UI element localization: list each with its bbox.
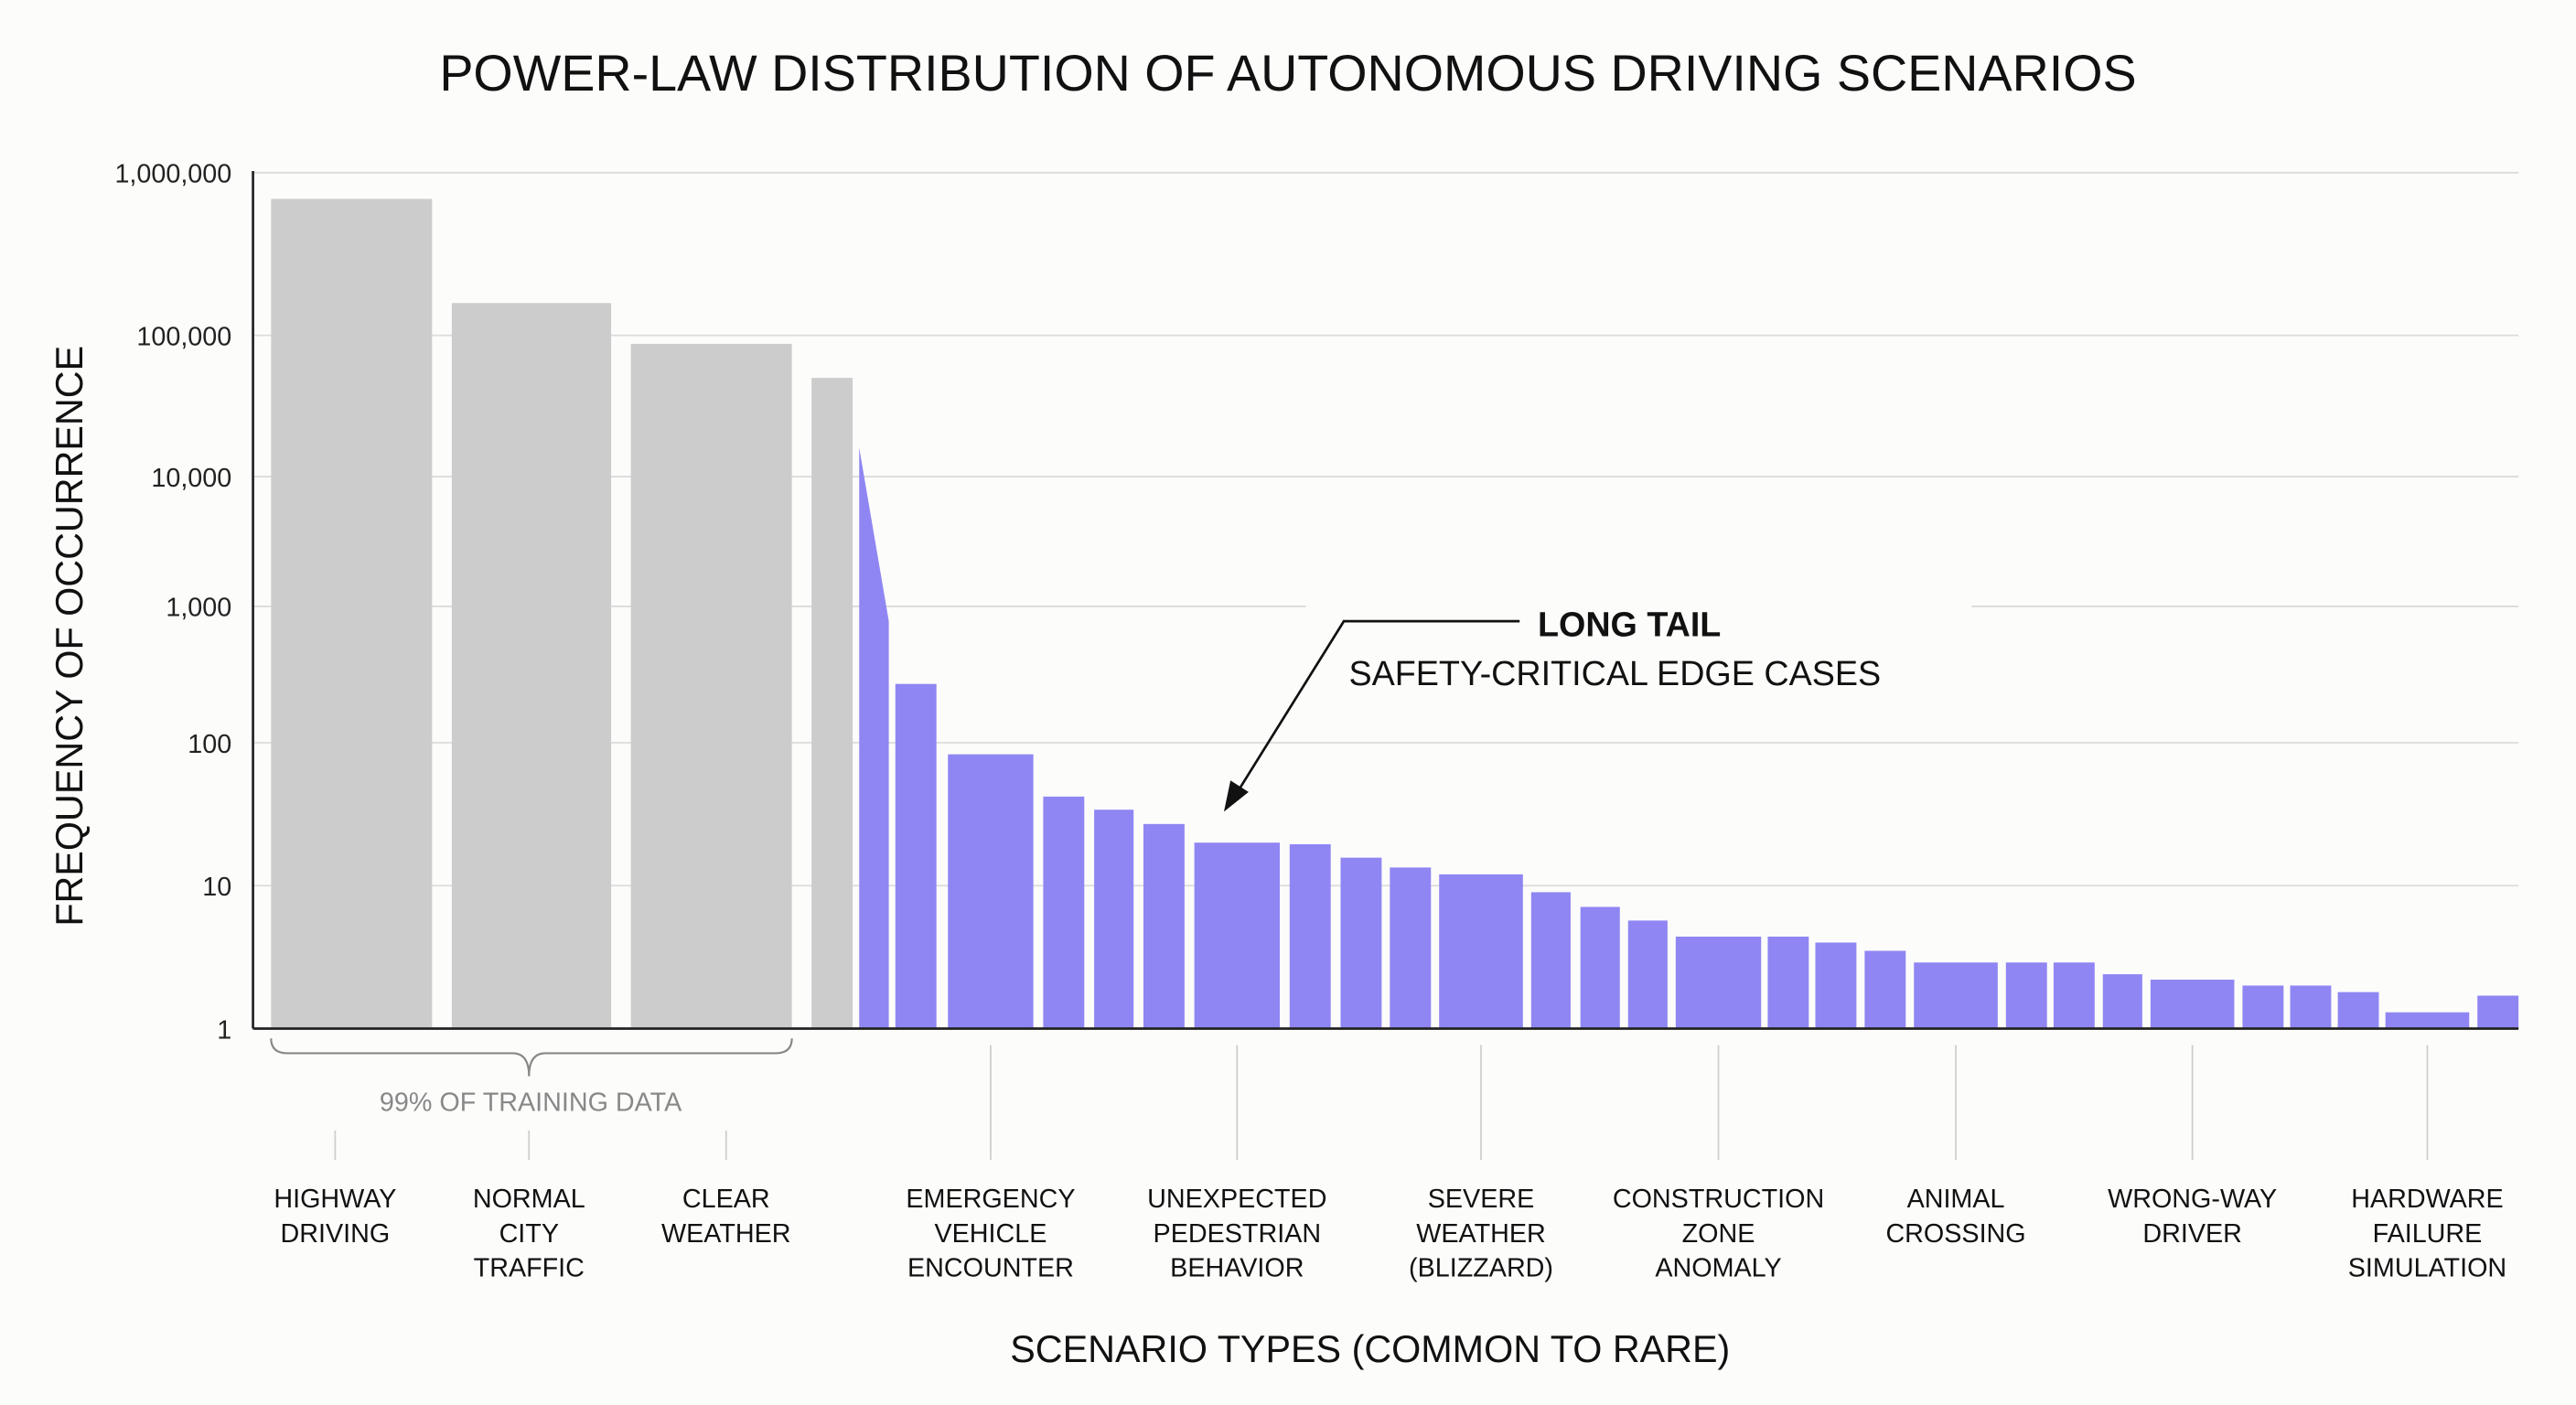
bar (1094, 810, 1134, 1029)
bar (1767, 936, 1809, 1029)
annotation-arrow-line (1234, 619, 1520, 797)
category-label: WEATHER (661, 1219, 790, 1249)
arrow-head-icon (1223, 780, 1249, 812)
bracket-label: 99% OF TRAINING DATA (380, 1088, 682, 1117)
training-data-bracket: 99% OF TRAINING DATA (270, 1038, 793, 1117)
bar (2242, 985, 2284, 1029)
y-axis-label: FREQUENCY OF OCCURRENCE (48, 346, 91, 927)
category-label: CROSSING (1885, 1219, 2025, 1249)
category-label: ANOMALY (1655, 1254, 1781, 1283)
category-label: (BLIZZARD) (1409, 1254, 1553, 1283)
long-tail-annotation: LONG TAIL SAFETY-CRITICAL EDGE CASES (1223, 591, 1972, 812)
y-tick-labels: 1 10 100 1,000 10,000 100,000 1,000,000 (114, 160, 231, 1046)
bar (2385, 1012, 2470, 1029)
bar (1043, 796, 1085, 1029)
y-tick-label: 100 (188, 730, 231, 759)
bar (2477, 995, 2519, 1029)
long-tail-subtitle: SAFETY-CRITICAL EDGE CASES (1348, 654, 1881, 692)
bar (1340, 857, 1382, 1029)
bar-transition (859, 447, 889, 1029)
category-label: WRONG-WAY (2108, 1185, 2277, 1214)
y-tick-label: 1,000 (166, 594, 231, 623)
category-label: HIGHWAY (274, 1185, 396, 1214)
bar (1675, 936, 1762, 1029)
bar (2005, 962, 2047, 1029)
bar (1815, 942, 1857, 1029)
bar (2102, 974, 2142, 1029)
bar (1914, 962, 1998, 1029)
category-label: ANIMAL (1907, 1185, 2005, 1214)
bar (2150, 979, 2235, 1029)
bar (1194, 842, 1281, 1029)
category-label: UNEXPECTED (1147, 1185, 1326, 1214)
bar (630, 343, 792, 1029)
category-label: SEVERE (1428, 1185, 1535, 1214)
long-tail-title: LONG TAIL (1538, 605, 1721, 643)
category-label: CONSTRUCTION (1613, 1185, 1824, 1214)
bar (1390, 867, 1432, 1029)
y-tick-label: 100,000 (136, 322, 231, 351)
bracket-shape (270, 1038, 793, 1077)
bar (811, 378, 853, 1029)
category-labels: HIGHWAY DRIVING NORMAL CITY TRAFFIC CLEAR WEAT… (274, 1045, 2506, 1283)
category-label: HARDWARE (2351, 1185, 2503, 1214)
category-label: PEDESTRIAN (1154, 1219, 1322, 1249)
bar (1627, 920, 1668, 1029)
category-label: CITY (499, 1219, 559, 1249)
bar (1289, 843, 1331, 1029)
category-label: NORMAL (473, 1185, 585, 1214)
chart-title: POWER-LAW DISTRIBUTION OF AUTONOMOUS DRI… (439, 45, 2136, 102)
y-tick-label: 10,000 (151, 464, 231, 493)
bar (1864, 950, 1906, 1029)
category-label: VEHICLE (934, 1219, 1046, 1249)
bar (271, 198, 433, 1029)
bar (2290, 985, 2332, 1029)
bar (451, 303, 612, 1029)
x-axis-label: SCENARIO TYPES (COMMON TO RARE) (1010, 1328, 1730, 1370)
bar (2337, 992, 2379, 1029)
bar (1143, 823, 1185, 1029)
bar (2053, 962, 2095, 1029)
bar (895, 683, 937, 1029)
bars (271, 198, 2519, 1029)
y-tick-label: 1 (217, 1015, 231, 1045)
bar (1530, 892, 1571, 1029)
category-label: EMERGENCY (906, 1185, 1075, 1214)
bar (1439, 874, 1523, 1029)
category-label: FAILURE (2373, 1219, 2483, 1249)
bar (948, 754, 1034, 1029)
category-label: CLEAR (682, 1185, 770, 1214)
category-label: DRIVING (281, 1219, 391, 1249)
category-label: ENCOUNTER (907, 1254, 1074, 1283)
category-label: SIMULATION (2348, 1254, 2506, 1283)
category-label: TRAFFIC (474, 1254, 585, 1283)
y-tick-label: 10 (202, 873, 231, 902)
y-tick-label: 1,000,000 (114, 160, 231, 189)
category-label: WEATHER (1416, 1219, 1545, 1249)
category-label: ZONE (1682, 1219, 1755, 1249)
category-label: DRIVER (2142, 1219, 2242, 1249)
bar (1580, 906, 1620, 1029)
axes (252, 171, 2519, 1030)
category-label: BEHAVIOR (1170, 1254, 1304, 1283)
